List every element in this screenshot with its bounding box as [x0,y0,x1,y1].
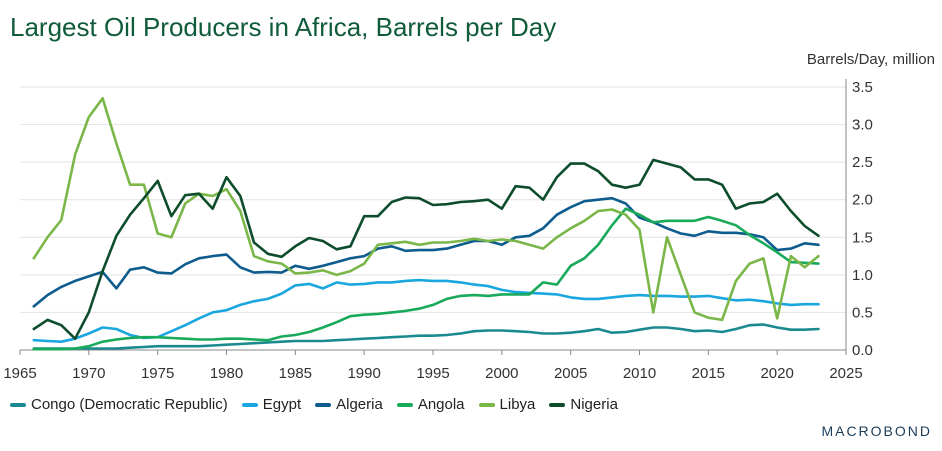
x-tick-label: 2015 [692,365,725,382]
x-tick-label: 1970 [72,365,105,382]
legend-item: Algeria [315,396,383,413]
series-line-egypt [32,278,820,344]
x-tick-label: 1980 [210,365,243,382]
legend-swatch [10,402,26,407]
legend-item: Egypt [241,396,302,413]
x-tick-label: 2000 [485,365,518,382]
x-tick-label: 1975 [141,365,174,382]
y-tick-label: 3.0 [852,117,873,134]
legend-label: Algeria [336,396,383,413]
x-tick-label: 1990 [347,365,380,382]
y-tick-label: 3.5 [852,79,873,96]
y-tick-label: 1.0 [852,267,873,284]
series-line-algeria [32,196,820,308]
legend-swatch [549,402,566,407]
legend-swatch [241,402,258,407]
y-tick-label: 1.5 [852,229,873,246]
series-line-congo-democratic-republic [32,323,820,350]
legend-swatch [315,402,332,407]
series-line-angola [32,207,820,351]
legend-item: Nigeria [549,396,618,413]
y-axis-unit-label: Barrels/Day, million [807,51,935,68]
legend-item: Libya [478,396,536,413]
x-tick-label: 2005 [554,365,587,382]
legend-item: Congo (Democratic Republic) [10,396,228,413]
x-tick-label: 2010 [623,365,656,382]
y-tick-label: 2.0 [852,192,873,209]
chart-title: Largest Oil Producers in Africa, Barrels… [10,12,557,42]
series-lines [32,97,820,351]
x-tick-label: 2020 [760,365,793,382]
y-tick-label: 0.0 [852,342,873,359]
x-tick-label: 1985 [279,365,312,382]
y-tick-label: 2.5 [852,154,873,171]
legend-label: Egypt [262,396,302,413]
x-tick-label: 1995 [416,365,449,382]
legend-item: Angola [396,396,465,413]
brand-logo: MACROBOND [821,423,932,439]
legend-label: Congo (Democratic Republic) [31,396,228,413]
x-tick-label: 1965 [3,365,36,382]
y-tick-label: 0.5 [852,304,873,321]
legend-label: Angola [417,396,465,413]
axes: 0.0 0.5 1.0 1.5 2.0 2.5 3.0 3.5 1965 1970 1975 1980… [3,79,873,382]
legend-swatch [478,402,495,407]
series-line-libya [32,97,820,322]
legend-swatch [396,402,413,407]
gridlines [20,86,846,351]
legend-label: Nigeria [570,396,618,413]
legend: Congo (Democratic Republic) Egypt Algeria A… [10,396,618,413]
legend-label: Libya [499,396,536,413]
series-line-nigeria [32,158,820,341]
x-tick-label: 2025 [829,365,862,382]
